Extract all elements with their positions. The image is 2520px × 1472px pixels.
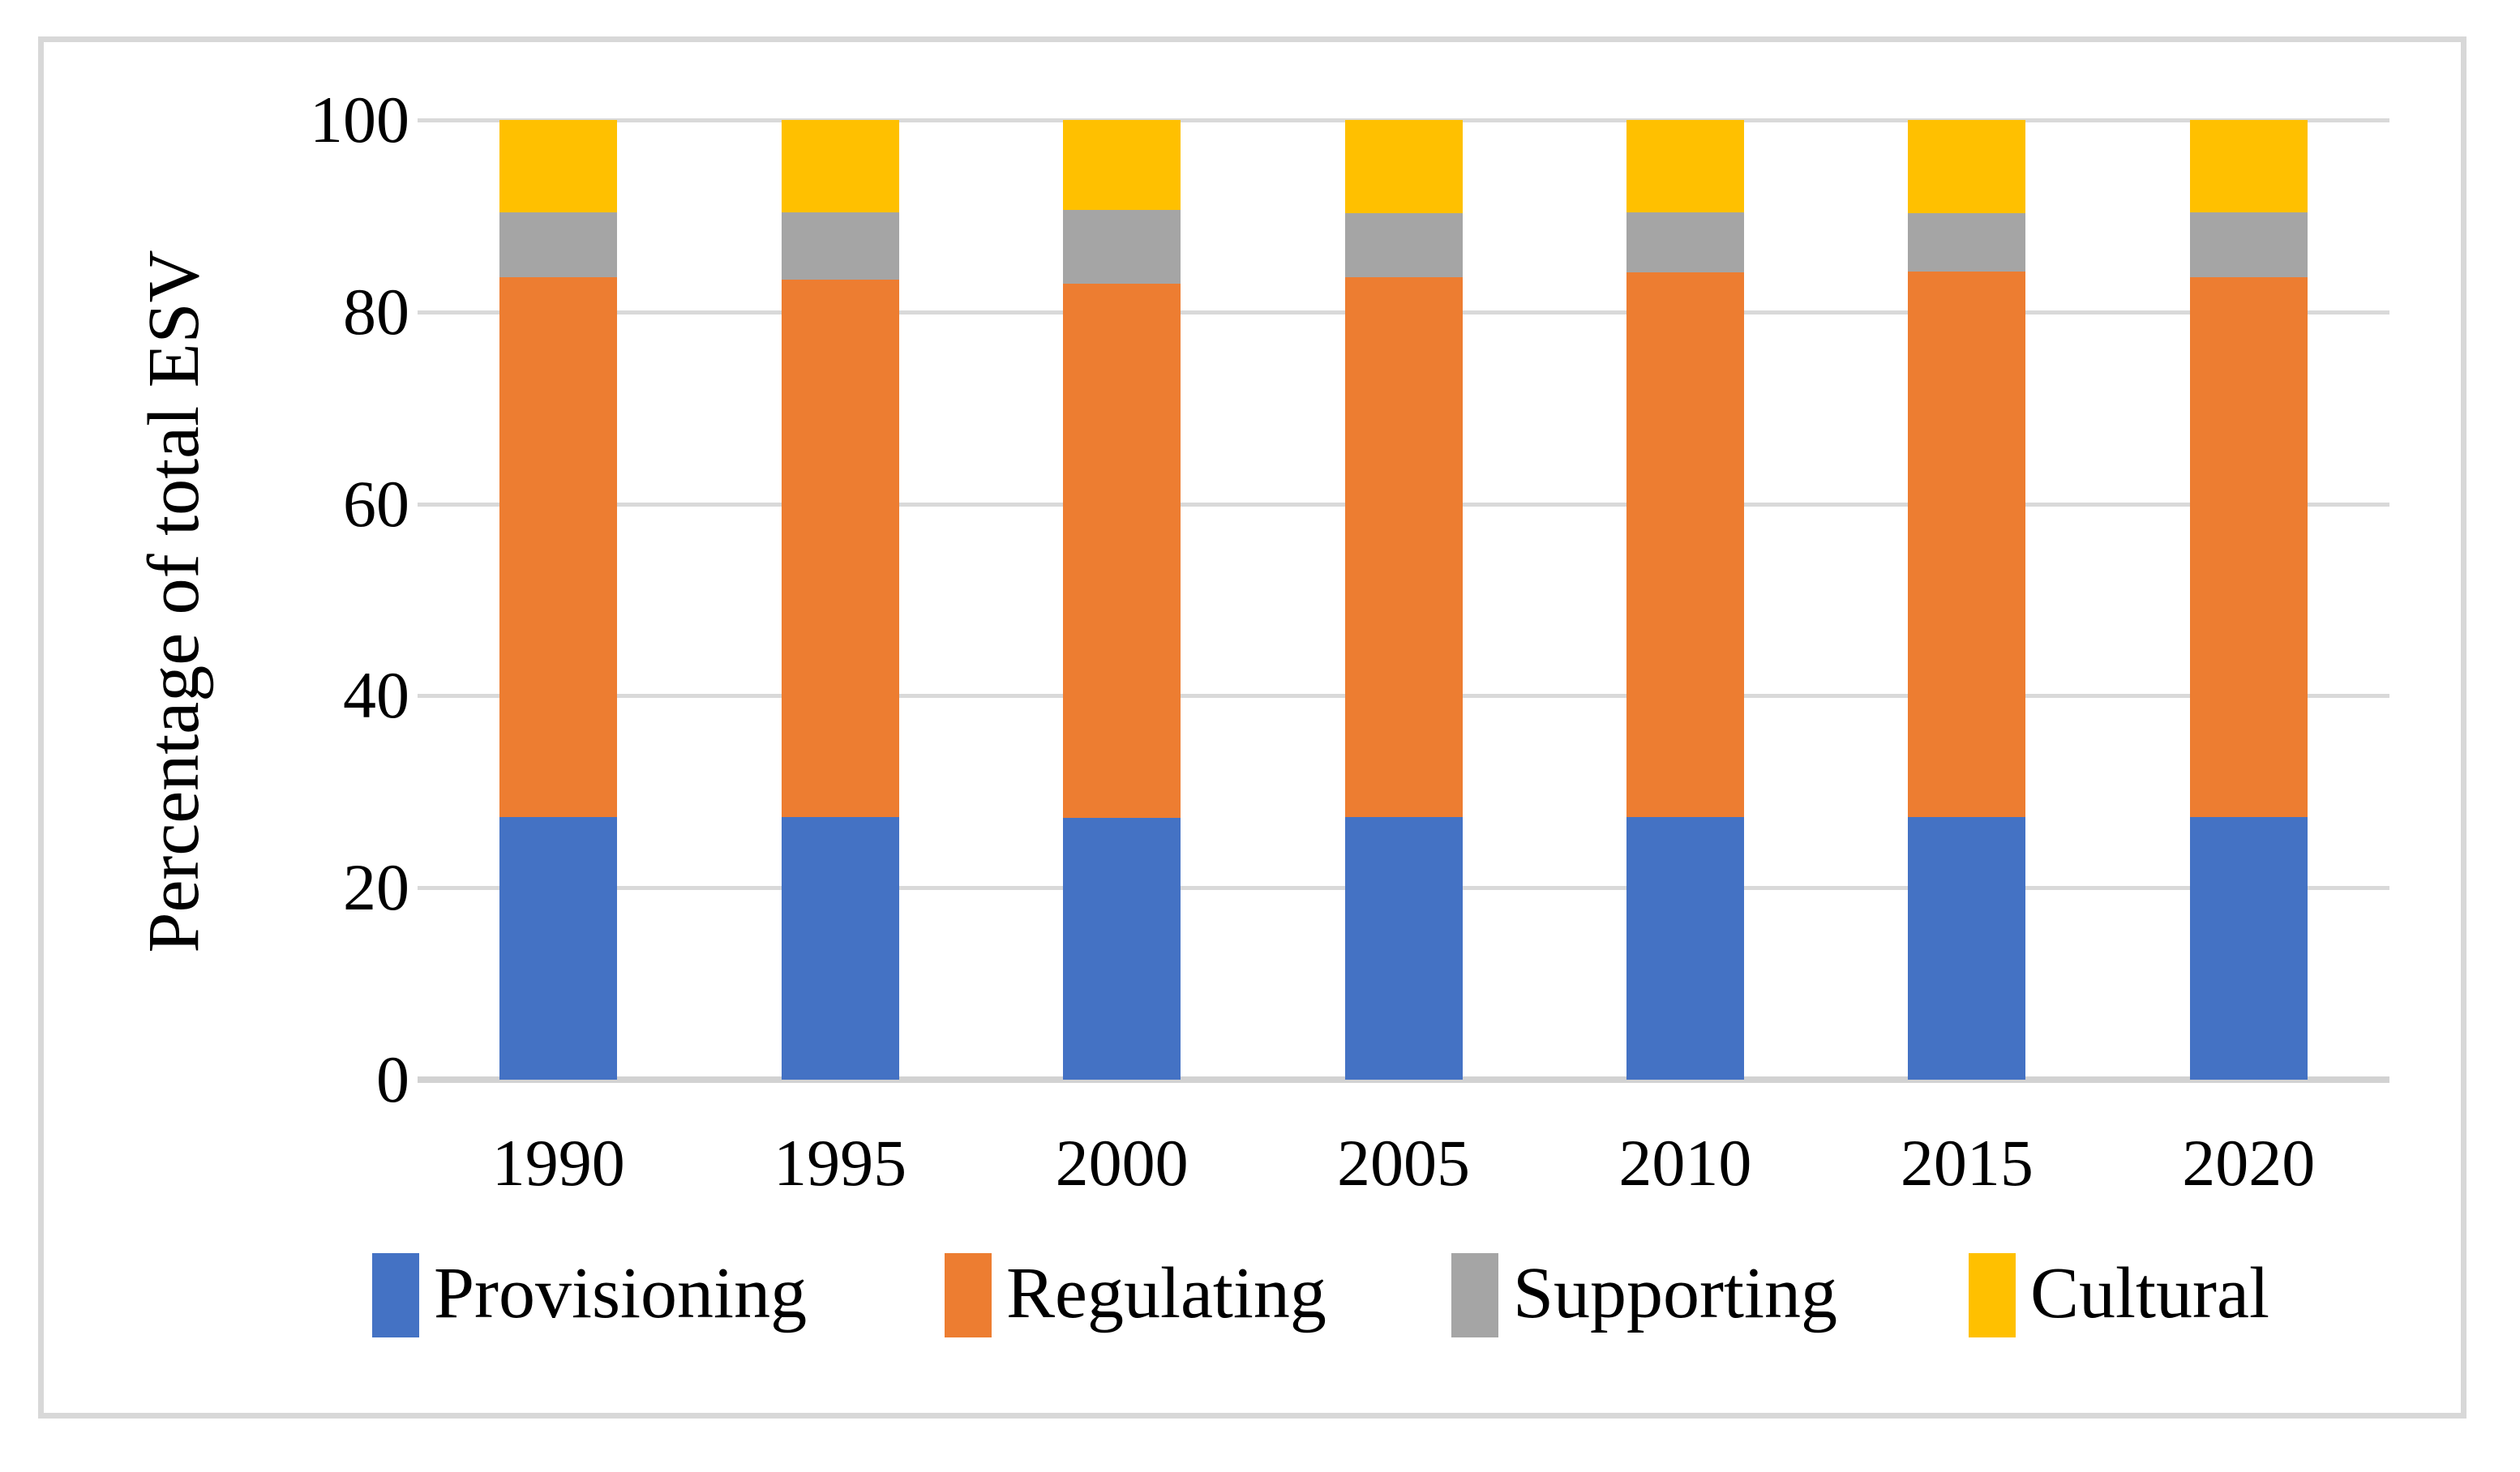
bar-2005-supporting-segment	[1344, 212, 1463, 278]
bar-2020-cultural-segment	[2189, 120, 2308, 212]
x-tick-label-2010: 2010	[1618, 1126, 1752, 1200]
x-tick-label-2015: 2015	[1900, 1126, 2034, 1200]
x-axis-line	[418, 1076, 2389, 1083]
y-tick-label-0: 0	[376, 1042, 409, 1116]
x-tick-label-1990: 1990	[491, 1126, 625, 1200]
bar-2005-provisioning-segment	[1344, 816, 1463, 1080]
bar-1995-regulating-segment	[781, 279, 899, 817]
x-tick-label-2020: 2020	[2182, 1126, 2316, 1200]
legend-swatch-regulating	[945, 1253, 992, 1337]
legend-swatch-cultural	[1969, 1253, 2016, 1337]
bar-2010-cultural-segment	[1626, 120, 1744, 212]
y-axis-title: Percentage of total ESV	[134, 250, 214, 953]
bar-1995-cultural-segment	[781, 120, 899, 212]
bar-1990-supporting-segment	[499, 212, 618, 278]
bar-2010-supporting-segment	[1626, 212, 1744, 273]
legend-label-cultural: Cultural	[2030, 1253, 2269, 1333]
bar-2020-provisioning-segment	[2189, 816, 2308, 1080]
bar-2000-provisioning-segment	[1063, 817, 1181, 1080]
bar-1995-provisioning-segment	[781, 816, 899, 1080]
bar-1995-supporting-segment	[781, 212, 899, 280]
bar-1990-cultural-segment	[499, 120, 618, 212]
y-tick-label-80: 80	[343, 274, 409, 349]
bar-2000-cultural-segment	[1063, 120, 1181, 211]
bar-2005-cultural-segment	[1344, 120, 1463, 213]
y-tick-label-60: 60	[343, 466, 409, 541]
y-tick-label-100: 100	[310, 83, 409, 156]
bar-2020-regulating-segment	[2189, 277, 2308, 817]
x-tick-label-1995: 1995	[774, 1126, 907, 1200]
bar-2010-regulating-segment	[1626, 272, 1744, 817]
x-tick-label-2000: 2000	[1055, 1126, 1189, 1200]
x-tick-label-2005: 2005	[1337, 1126, 1470, 1200]
y-tick-label-40: 40	[343, 658, 409, 733]
bar-1990-regulating-segment	[499, 277, 618, 817]
y-tick-label-20: 20	[343, 850, 409, 925]
legend-label-regulating: Regulating	[1006, 1253, 1326, 1333]
bar-2015-cultural-segment	[1908, 120, 2026, 213]
bar-2015-supporting-segment	[1908, 212, 2026, 272]
bar-2005-regulating-segment	[1344, 277, 1463, 817]
bar-1990-provisioning-segment	[499, 816, 618, 1080]
bar-2015-regulating-segment	[1908, 272, 2026, 817]
bar-2020-supporting-segment	[2189, 212, 2308, 278]
chart-border-frame	[38, 36, 2466, 1419]
legend-swatch-supporting	[1451, 1253, 1498, 1337]
legend-label-provisioning: Provisioning	[434, 1253, 808, 1333]
legend-label-supporting: Supporting	[1513, 1253, 1838, 1333]
bar-2000-regulating-segment	[1063, 284, 1181, 818]
bar-2000-supporting-segment	[1063, 210, 1181, 285]
legend-swatch-provisioning	[372, 1253, 419, 1337]
bar-2015-provisioning-segment	[1908, 816, 2026, 1080]
bar-2010-provisioning-segment	[1626, 816, 1744, 1080]
